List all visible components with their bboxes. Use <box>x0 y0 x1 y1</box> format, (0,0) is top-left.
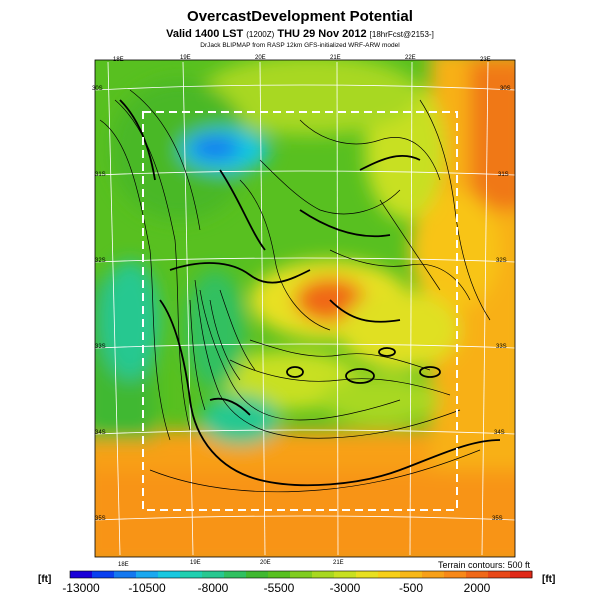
colorbar-swatch <box>268 571 291 578</box>
valid-time-subtitle: Valid 1400 LST (1200Z) THU 29 Nov 2012 [… <box>0 28 600 40</box>
colorbar-tick-label: 2000 <box>463 581 491 595</box>
lat-label-right-31s: 31S <box>498 172 509 178</box>
model-credit: DrJack BLIPMAP from RASP 12km GFS-initia… <box>200 42 400 49</box>
forecast-date: THU 29 Nov 2012 <box>277 28 367 40</box>
colorbar-swatch <box>224 571 247 578</box>
lat-label-right-32s: 32S <box>496 258 507 264</box>
utc-time: (1200Z) <box>246 30 275 39</box>
lon-label-top-20e: 20E <box>255 55 266 61</box>
inner-domain-boundary <box>142 111 458 511</box>
colorbar-tick-label: -13000 <box>62 581 100 595</box>
colorbar-swatch <box>422 571 445 578</box>
lon-label-bottom-19e: 19E <box>190 560 201 566</box>
colorbar-swatch <box>180 571 203 578</box>
colorbar-swatch <box>114 571 137 578</box>
forecast-code: [18hrFcst@2153-] <box>369 30 434 39</box>
colorbar-swatch <box>246 571 269 578</box>
lon-label-top-19e: 19E <box>180 55 191 61</box>
unit-label-left: [ft] <box>38 574 52 585</box>
colorbar-swatch <box>92 571 115 578</box>
colorbar-swatch <box>202 571 225 578</box>
colorbar-swatch <box>312 571 335 578</box>
chart-title: OvercastDevelopment Potential <box>187 8 413 25</box>
colorbar-swatch <box>510 571 533 578</box>
colorbar-tick-label: -10500 <box>128 581 166 595</box>
lon-label-top-18e: 18E <box>113 57 124 63</box>
lat-label-left-31s: 31S <box>95 172 106 178</box>
lat-label-right-30s: 30S <box>500 86 511 92</box>
lat-label-left-34s: 34S <box>95 430 106 436</box>
colorbar-tick-label: -3000 <box>329 581 361 595</box>
lat-label-right-33s: 33S <box>496 344 507 350</box>
colorbar-tick-label: -500 <box>398 581 424 595</box>
lon-label-bottom-20e: 20E <box>260 560 271 566</box>
colorbar-border <box>69 570 533 579</box>
colorbar-tick-label: -5500 <box>263 581 295 595</box>
lon-label-bottom-18e: 18E <box>118 562 129 568</box>
unit-label-right: [ft] <box>542 574 556 585</box>
lon-label-top-21e: 21E <box>330 55 341 61</box>
colorbar-swatch <box>444 571 467 578</box>
colorbar-swatch <box>488 571 511 578</box>
colorbar-tick-label: -8000 <box>197 581 229 595</box>
lat-label-left-30s: 30S <box>92 86 103 92</box>
colorbar-swatch <box>290 571 313 578</box>
lat-label-right-34s: 34S <box>494 430 505 436</box>
lat-label-left-35s: 35S <box>95 516 106 522</box>
lon-label-bottom-21e: 21E <box>333 560 344 566</box>
lon-label-top-22e: 22E <box>405 55 416 61</box>
lon-label-top-23e: 23E <box>480 57 491 63</box>
valid-time: Valid 1400 LST <box>166 28 244 40</box>
colorbar-swatch <box>136 571 159 578</box>
map-frame <box>94 59 516 558</box>
colorbar-swatch <box>356 571 379 578</box>
colorbar-swatch <box>400 571 423 578</box>
colorbar-swatch <box>378 571 401 578</box>
lat-label-left-32s: 32S <box>95 258 106 264</box>
colorbar <box>69 570 533 579</box>
colorbar-swatch <box>70 571 93 578</box>
colorbar-swatch <box>158 571 181 578</box>
colorbar-swatch <box>334 571 357 578</box>
lat-label-right-35s: 35S <box>492 516 503 522</box>
colorbar-swatch <box>466 571 489 578</box>
potential-field <box>95 60 515 557</box>
bold-terrain-contours <box>119 99 501 487</box>
lat-label-left-33s: 33S <box>95 344 106 350</box>
terrain-contour-note: Terrain contours: 500 ft <box>437 560 530 570</box>
